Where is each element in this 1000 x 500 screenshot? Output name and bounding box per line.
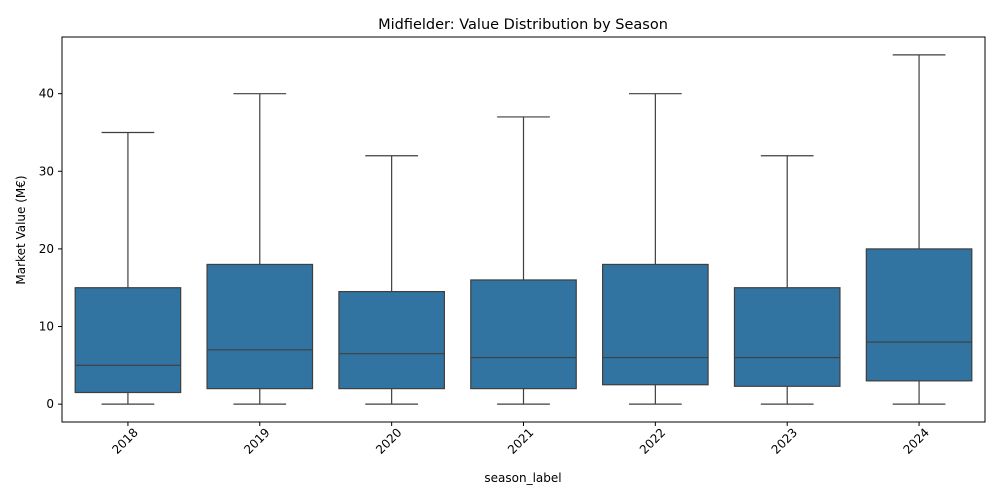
- y-tick-label: 0: [46, 397, 54, 411]
- box-group-2021: [470, 116, 577, 405]
- box: [733, 287, 841, 387]
- x-axis-label: season_label: [484, 471, 561, 485]
- x-tick-label: 2019: [241, 425, 272, 456]
- box-group-2023: [733, 155, 841, 405]
- box-group-2022: [602, 93, 709, 405]
- x-tick-label: 2022: [637, 425, 668, 456]
- y-axis-label: Market Value (M€): [14, 175, 28, 284]
- x-tick-label: 2018: [109, 425, 140, 456]
- box-group-2024: [865, 54, 973, 405]
- x-tick-label: 2020: [373, 425, 404, 456]
- box: [206, 263, 314, 390]
- box: [74, 287, 182, 394]
- box-group-2018: [74, 131, 182, 405]
- box: [470, 279, 577, 390]
- box: [338, 290, 445, 390]
- box-group-2019: [206, 93, 314, 405]
- y-tick-label: 10: [39, 320, 54, 334]
- box: [865, 248, 973, 382]
- x-axis: 2018 2019 2020 2021 2022 2023 2024: [109, 422, 932, 457]
- y-tick-label: 40: [39, 87, 54, 101]
- y-tick-label: 30: [39, 164, 54, 178]
- x-tick-label: 2023: [769, 425, 800, 456]
- x-tick-label: 2024: [900, 425, 931, 456]
- plot-area: [61, 36, 986, 423]
- x-tick-label: 2021: [505, 425, 536, 456]
- box: [602, 263, 709, 386]
- chart-title: Midfielder: Value Distribution by Season: [378, 17, 668, 33]
- y-axis: 0 10 20 30 40: [39, 87, 62, 411]
- box-group-2020: [338, 155, 445, 405]
- y-tick-label: 20: [39, 242, 54, 256]
